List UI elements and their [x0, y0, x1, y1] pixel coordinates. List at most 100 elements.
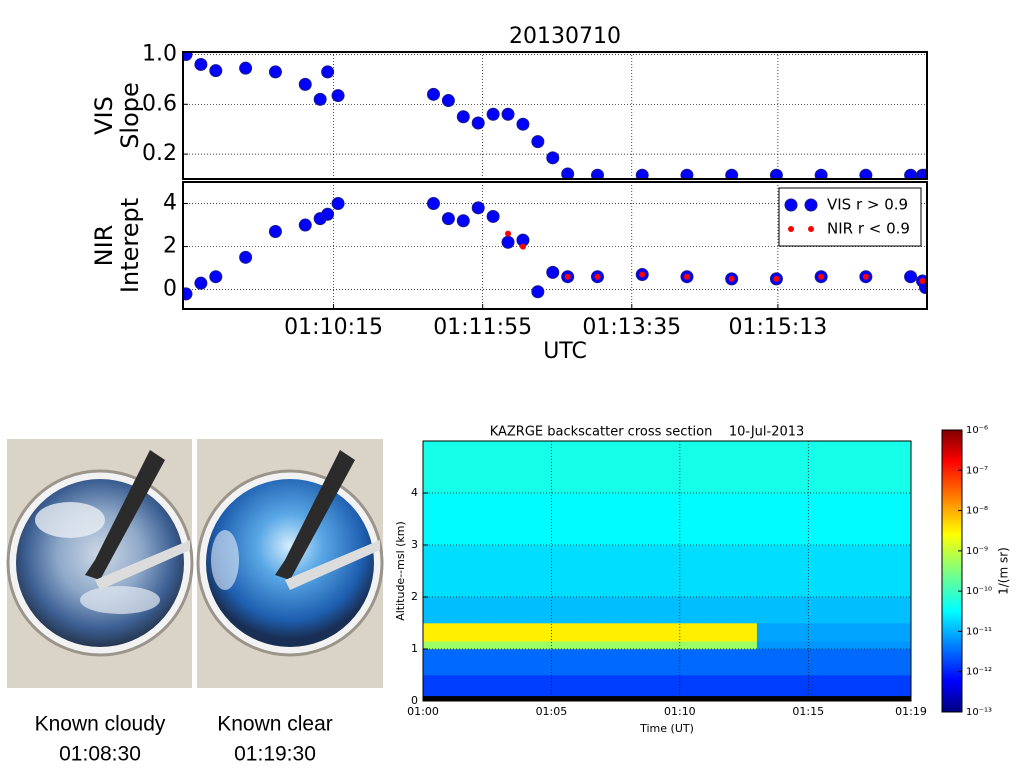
colorbar-tick-label: 10⁻⁷: [966, 465, 988, 476]
heat-cell: [474, 441, 501, 494]
heat-cell: [782, 695, 809, 702]
y-tick-label: 4: [163, 191, 177, 216]
heat-cell: [705, 493, 732, 546]
heat-cell: [859, 441, 886, 494]
heat-cell: [602, 623, 629, 642]
heat-cell: [628, 545, 655, 598]
heat-cell: [808, 441, 835, 494]
heat-cell: [551, 695, 578, 702]
heat-cell: [525, 641, 552, 650]
point: [441, 94, 455, 108]
heat-cell: [833, 675, 861, 697]
heat-cell: [448, 649, 475, 676]
heat-cell: [577, 623, 604, 642]
heat-cell: [782, 641, 809, 650]
colorbar-tick-label: 10⁻⁶: [966, 425, 988, 436]
heat-cell: [628, 493, 655, 546]
heat-cell: [628, 597, 655, 624]
heat-cell: [782, 597, 809, 624]
point: [331, 89, 345, 103]
heat-cell: [705, 695, 732, 702]
point: [639, 271, 646, 278]
heat-cell: [679, 545, 707, 598]
heat-cell: [448, 441, 475, 494]
heat-cell: [628, 641, 655, 650]
heat-cell: [654, 675, 681, 697]
heat-cell: [679, 649, 707, 676]
point: [862, 273, 869, 280]
heat-cell: [756, 695, 784, 702]
heat-cell: [474, 675, 501, 697]
heat-cell: [705, 649, 732, 676]
heat-cell: [577, 649, 604, 676]
heat-cell: [679, 597, 707, 624]
heat-cell: [474, 545, 501, 598]
heat-cell: [654, 623, 681, 642]
heat-cell: [551, 441, 578, 494]
y-axis-label: NIR: [90, 225, 118, 267]
point: [919, 168, 927, 179]
colorbar-label: 1/(m sr): [997, 547, 1011, 595]
heat-cell: [731, 641, 758, 650]
heat-cell: [551, 597, 578, 624]
point: [904, 270, 918, 284]
point: [268, 225, 282, 239]
point: [635, 168, 649, 179]
heat-cell: [833, 641, 861, 650]
heat-cell: [474, 695, 501, 702]
axes-frame: [422, 440, 912, 702]
heat-cell: [423, 695, 450, 702]
point: [331, 197, 345, 211]
point: [818, 273, 825, 280]
heat-cell: [500, 675, 527, 697]
heat-cell: [885, 441, 912, 494]
point: [426, 87, 440, 101]
point: [183, 52, 193, 61]
heat-cell: [654, 641, 681, 650]
axes-frame: [182, 51, 928, 180]
x-axis-label: Time (UT): [639, 722, 694, 735]
colorbar-tick-label: 10⁻¹³: [966, 707, 992, 718]
x-tick-label: 01:00: [407, 705, 439, 718]
point: [426, 197, 440, 211]
heat-cell: [423, 649, 450, 676]
heat-cell: [577, 641, 604, 650]
heat-cell: [833, 623, 861, 642]
heat-cell: [885, 641, 912, 650]
point: [471, 116, 485, 130]
point: [239, 61, 253, 75]
heat-cell: [577, 545, 604, 598]
heat-cell: [808, 675, 835, 697]
heat-cell: [474, 641, 501, 650]
heat-cell: [679, 641, 707, 650]
point: [456, 110, 470, 124]
heat-cell: [833, 545, 861, 598]
chart-title: KAZRGE backscatter cross section 10-Jul-…: [490, 425, 805, 440]
y-tick-label: 1: [411, 642, 418, 655]
point: [769, 168, 783, 179]
heat-cell: [731, 441, 758, 494]
chart-title: 20130710: [509, 24, 621, 49]
heat-cell: [833, 695, 861, 702]
heat-cell: [628, 441, 655, 494]
heat-cell: [885, 623, 912, 642]
x-tick-label: 01:11:55: [433, 315, 532, 340]
legend: [778, 187, 922, 247]
point: [321, 65, 335, 79]
heat-cell: [500, 695, 527, 702]
colorbar-tick-label: 10⁻⁸: [966, 506, 988, 517]
x-axis-label: UTC: [543, 339, 587, 364]
heat-cell: [551, 545, 578, 598]
point: [725, 168, 739, 179]
heat-cell: [705, 675, 732, 697]
heat-cell: [705, 623, 732, 642]
heat-cell: [885, 649, 912, 676]
point: [486, 107, 500, 121]
heat-cell: [808, 695, 835, 702]
heat-cell: [525, 441, 552, 494]
heat-cell: [679, 675, 707, 697]
heat-cell: [602, 545, 629, 598]
point: [919, 278, 926, 285]
y-axis-label: Slope: [116, 82, 144, 149]
heat-cell: [859, 623, 886, 642]
